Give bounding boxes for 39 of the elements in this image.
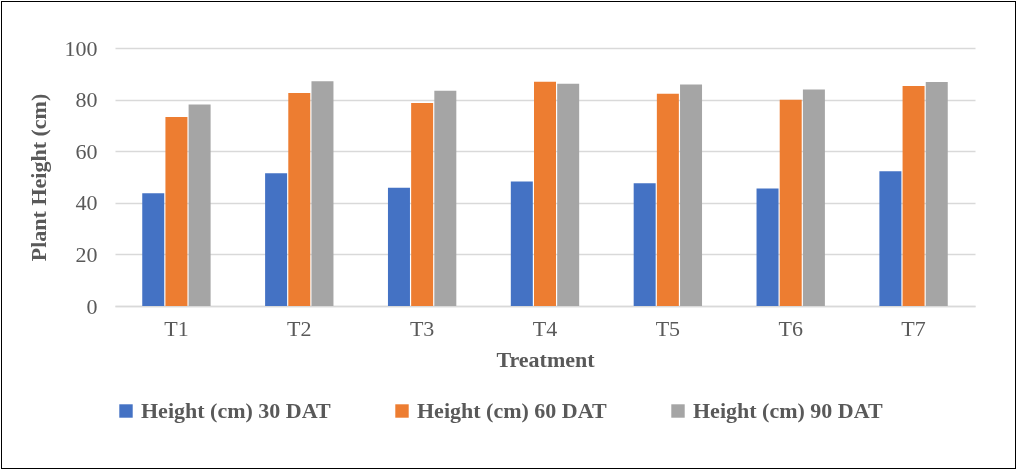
bar <box>142 193 165 306</box>
bar <box>925 82 948 306</box>
y-tick-label: 20 <box>75 241 98 267</box>
x-tick-label: T5 <box>655 315 681 341</box>
x-tick-label: T1 <box>164 315 189 341</box>
bar <box>188 104 211 306</box>
x-tick-label: T3 <box>409 315 435 341</box>
y-tick-label: 60 <box>75 138 98 164</box>
bar <box>633 183 656 306</box>
bar <box>434 90 457 306</box>
y-tick-label: 100 <box>64 35 98 61</box>
x-tick-label: T2 <box>287 315 312 341</box>
y-tick-label: 0 <box>86 293 98 319</box>
y-axis-title: Plant Height (cm) <box>25 93 51 262</box>
bar <box>902 85 925 306</box>
y-tick-label: 40 <box>75 190 98 216</box>
bar <box>680 84 703 306</box>
bar <box>387 187 410 306</box>
x-tick-label: T7 <box>901 315 926 341</box>
bar <box>557 83 580 306</box>
bar <box>165 116 188 306</box>
legend-label: Height (cm) 60 DAT <box>417 398 607 423</box>
bar <box>288 92 311 306</box>
bar <box>879 171 902 306</box>
legend-label: Height (cm) 30 DAT <box>141 398 331 423</box>
bar <box>802 89 825 306</box>
bar <box>756 188 779 306</box>
bar <box>411 102 434 306</box>
bar <box>779 99 802 306</box>
bar <box>311 81 334 306</box>
x-axis-title: Treatment <box>496 346 596 372</box>
x-tick-label: T4 <box>532 315 558 341</box>
bar <box>534 81 556 306</box>
bar <box>656 93 679 306</box>
x-tick-label: T6 <box>778 315 803 341</box>
legend-label: Height (cm) 90 DAT <box>693 398 883 423</box>
bar <box>265 173 288 306</box>
bar <box>510 181 533 306</box>
y-tick-label: 80 <box>75 87 98 113</box>
